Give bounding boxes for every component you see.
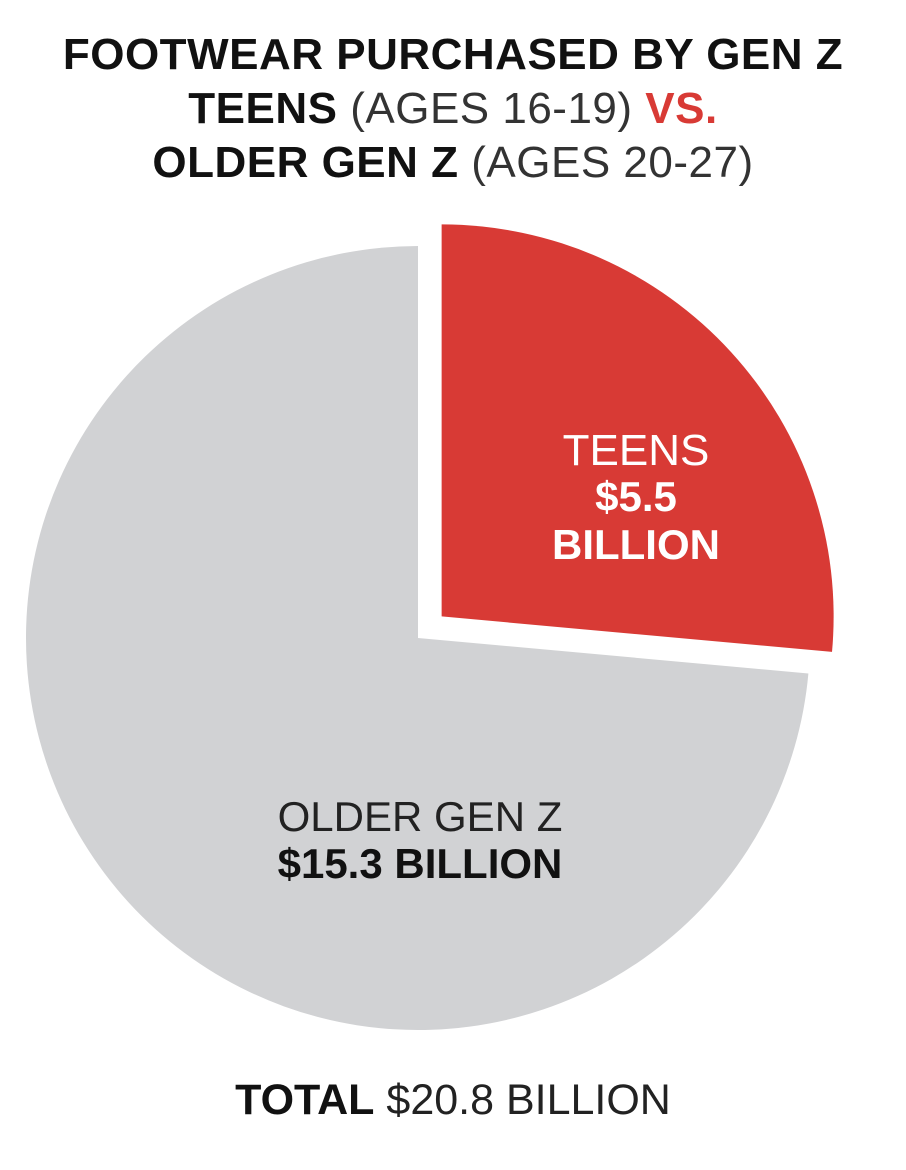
teens-value-line-2: BILLION — [552, 521, 720, 568]
title-teens-ages: (AGES 16-19) — [350, 84, 633, 133]
title-line-2: TEENS (AGES 16-19) VS. — [0, 82, 906, 136]
title-teens: TEENS — [188, 84, 338, 133]
title-line-1: FOOTWEAR PURCHASED BY GEN Z — [0, 28, 906, 82]
teens-value-line-1: $5.5 — [595, 473, 677, 520]
total-label: TOTAL — [235, 1076, 375, 1124]
title-older-ages: (AGES 20-27) — [471, 138, 754, 187]
pie-slice-teens — [441, 224, 834, 652]
total-line: TOTAL $20.8 BILLION — [0, 1072, 906, 1128]
older-gen-z-value: $15.3 BILLION — [278, 840, 563, 887]
title-older: OLDER GEN Z — [152, 138, 459, 187]
title-line-3: OLDER GEN Z (AGES 20-27) — [0, 136, 906, 190]
chart-title: FOOTWEAR PURCHASED BY GEN Z TEENS (AGES … — [0, 28, 906, 190]
pie-slice-older-gen-z — [26, 246, 809, 1030]
older-gen-z-label: OLDER GEN Z — [278, 793, 563, 840]
title-vs: VS. — [645, 84, 718, 133]
teens-label: TEENS — [563, 426, 710, 475]
title-text: FOOTWEAR PURCHASED BY GEN Z — [62, 30, 844, 79]
total-value: $20.8 BILLION — [386, 1076, 671, 1124]
